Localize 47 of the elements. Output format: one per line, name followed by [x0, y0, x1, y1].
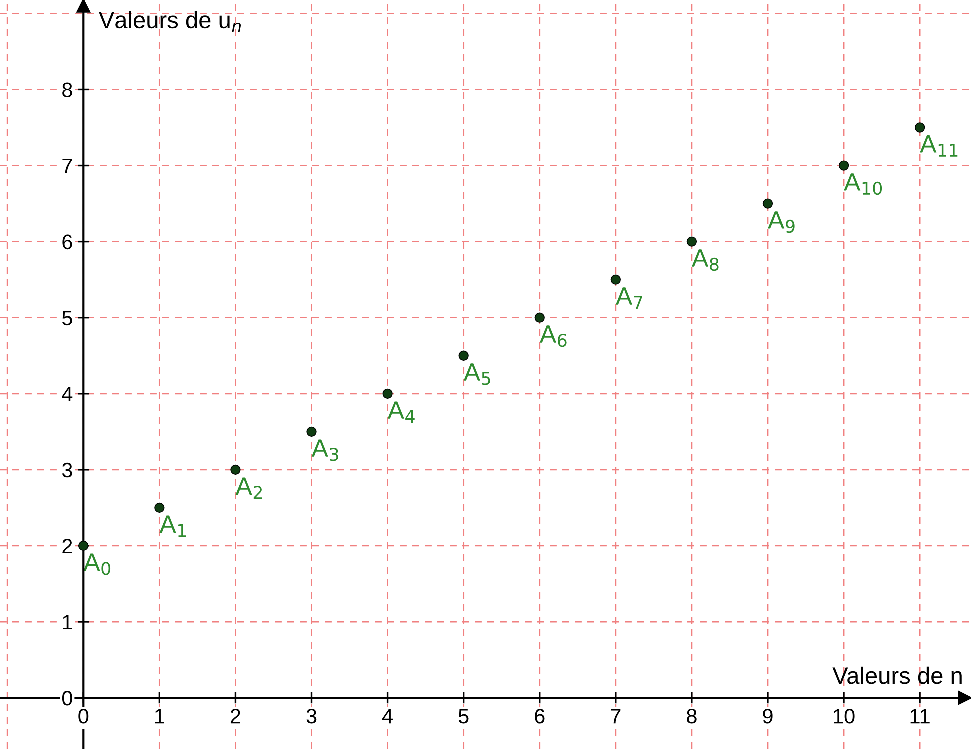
- point: [686, 236, 698, 247]
- x-tick-label: 8: [687, 709, 697, 724]
- y-tick-label: 8: [62, 82, 72, 98]
- annotation: A$_{8}$: [692, 250, 719, 272]
- annotation: A$_{9}$: [768, 212, 795, 234]
- point: [458, 350, 469, 361]
- x-tick-label: 5: [458, 709, 469, 724]
- annotation: A$_{11}$: [920, 136, 958, 157]
- x-tick-label: 3: [306, 709, 317, 724]
- x-axis-title: Valeurs de n: [832, 666, 962, 684]
- point: [914, 122, 926, 133]
- annotation: A$_{10}$: [844, 174, 882, 196]
- point: [762, 198, 774, 209]
- annotation: A$_{0}$: [84, 554, 111, 576]
- y-tick-label: 7: [62, 158, 72, 174]
- annotation: A$_{4}$: [388, 402, 415, 424]
- x-tick-label: 4: [382, 709, 393, 724]
- y-tick-label: 2: [62, 538, 72, 554]
- annotation: A$_{3}$: [312, 440, 338, 462]
- point: [382, 388, 393, 399]
- point: [230, 464, 241, 476]
- y-tick-label: 3: [62, 462, 72, 478]
- y-axis-title: Valeurs de u$_{n}$: [98, 11, 241, 32]
- point: [534, 312, 545, 323]
- point: [154, 502, 165, 514]
- y-tick-label: 1: [63, 615, 72, 630]
- x-tick-label: 0: [78, 709, 89, 724]
- annotation: A$_{5}$: [464, 364, 490, 386]
- annotation: A$_{2}$: [236, 478, 262, 500]
- x-tick-label: 9: [763, 709, 773, 724]
- y-tick-label: 5: [62, 311, 72, 326]
- x-tick-label: 7: [611, 709, 621, 724]
- x-tick-label: 10: [834, 709, 855, 724]
- annotation: A$_{1}$: [160, 516, 186, 538]
- point: [306, 426, 317, 437]
- x-tick-label: 2: [230, 709, 240, 724]
- point: [838, 160, 850, 171]
- annotation: A$_{6}$: [540, 326, 567, 348]
- y-tick-label: 6: [62, 234, 72, 250]
- y-tick-label: 4: [62, 387, 73, 402]
- x-tick-label: 6: [535, 709, 545, 724]
- x-tick-label: 1: [155, 709, 164, 724]
- point: [78, 540, 89, 552]
- point: [610, 274, 621, 285]
- y-tick-label: 0: [62, 691, 72, 706]
- annotation: A$_{7}$: [616, 288, 642, 309]
- x-tick-label: 11: [910, 709, 930, 724]
